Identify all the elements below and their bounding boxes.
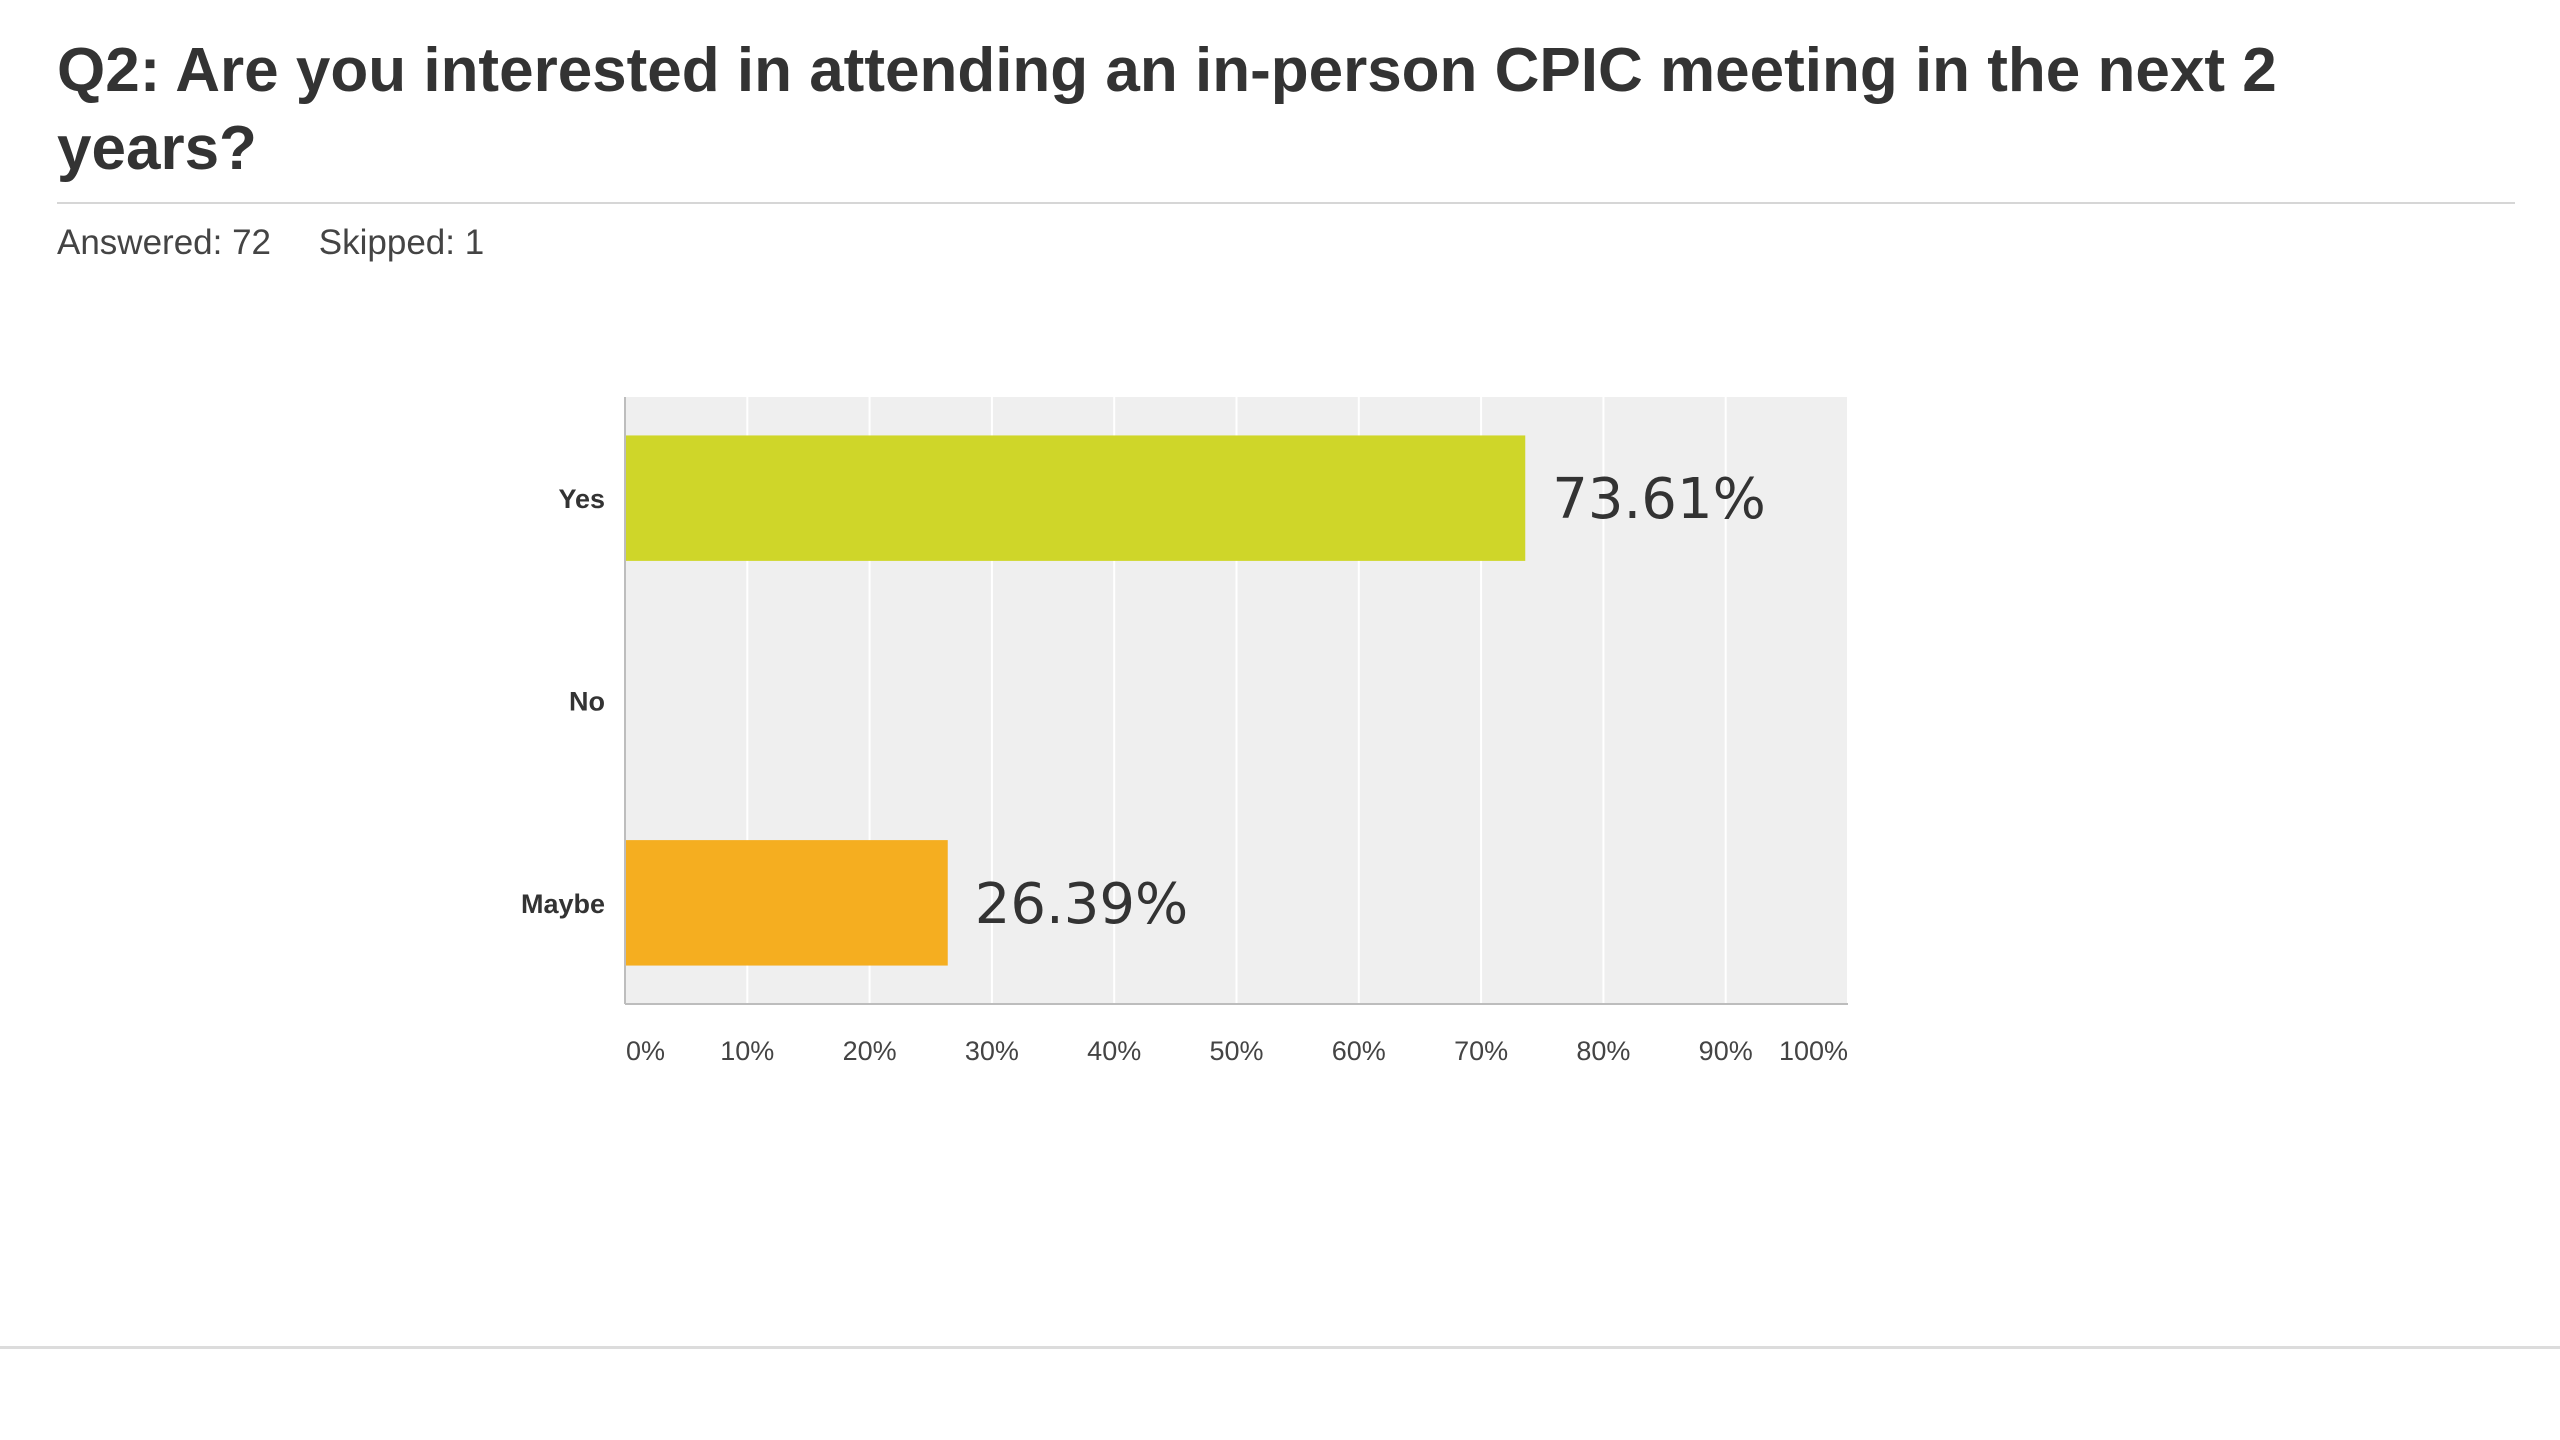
x-tick-label: 40%: [1087, 1036, 1141, 1066]
x-tick-label: 50%: [1209, 1036, 1263, 1066]
response-stats: Answered: 72 Skipped: 1: [57, 218, 484, 268]
x-tick-label: 0%: [626, 1036, 665, 1066]
x-tick-label: 70%: [1454, 1036, 1508, 1066]
x-tick-label: 10%: [720, 1036, 774, 1066]
category-label: No: [569, 687, 605, 717]
answered-count: Answered: 72: [57, 223, 272, 262]
bottom-divider: [0, 1346, 2560, 1349]
x-tick-label: 90%: [1699, 1036, 1753, 1066]
category-label: Maybe: [521, 889, 605, 919]
x-tick-label: 60%: [1332, 1036, 1386, 1066]
skipped-count: Skipped: 1: [318, 223, 485, 262]
x-tick-label: 80%: [1576, 1036, 1630, 1066]
x-tick-label: 30%: [965, 1036, 1019, 1066]
data-label: 26.39%: [975, 872, 1189, 937]
bar: [626, 435, 1526, 561]
title-divider: [57, 202, 2515, 204]
question-title: Q2: Are you interested in attending an i…: [57, 36, 2277, 183]
category-label: Yes: [558, 484, 605, 514]
x-tick-label: 20%: [843, 1036, 897, 1066]
x-tick-label: 100%: [1779, 1036, 1848, 1066]
bar: [626, 840, 948, 966]
data-label: 73.61%: [1552, 467, 1766, 532]
